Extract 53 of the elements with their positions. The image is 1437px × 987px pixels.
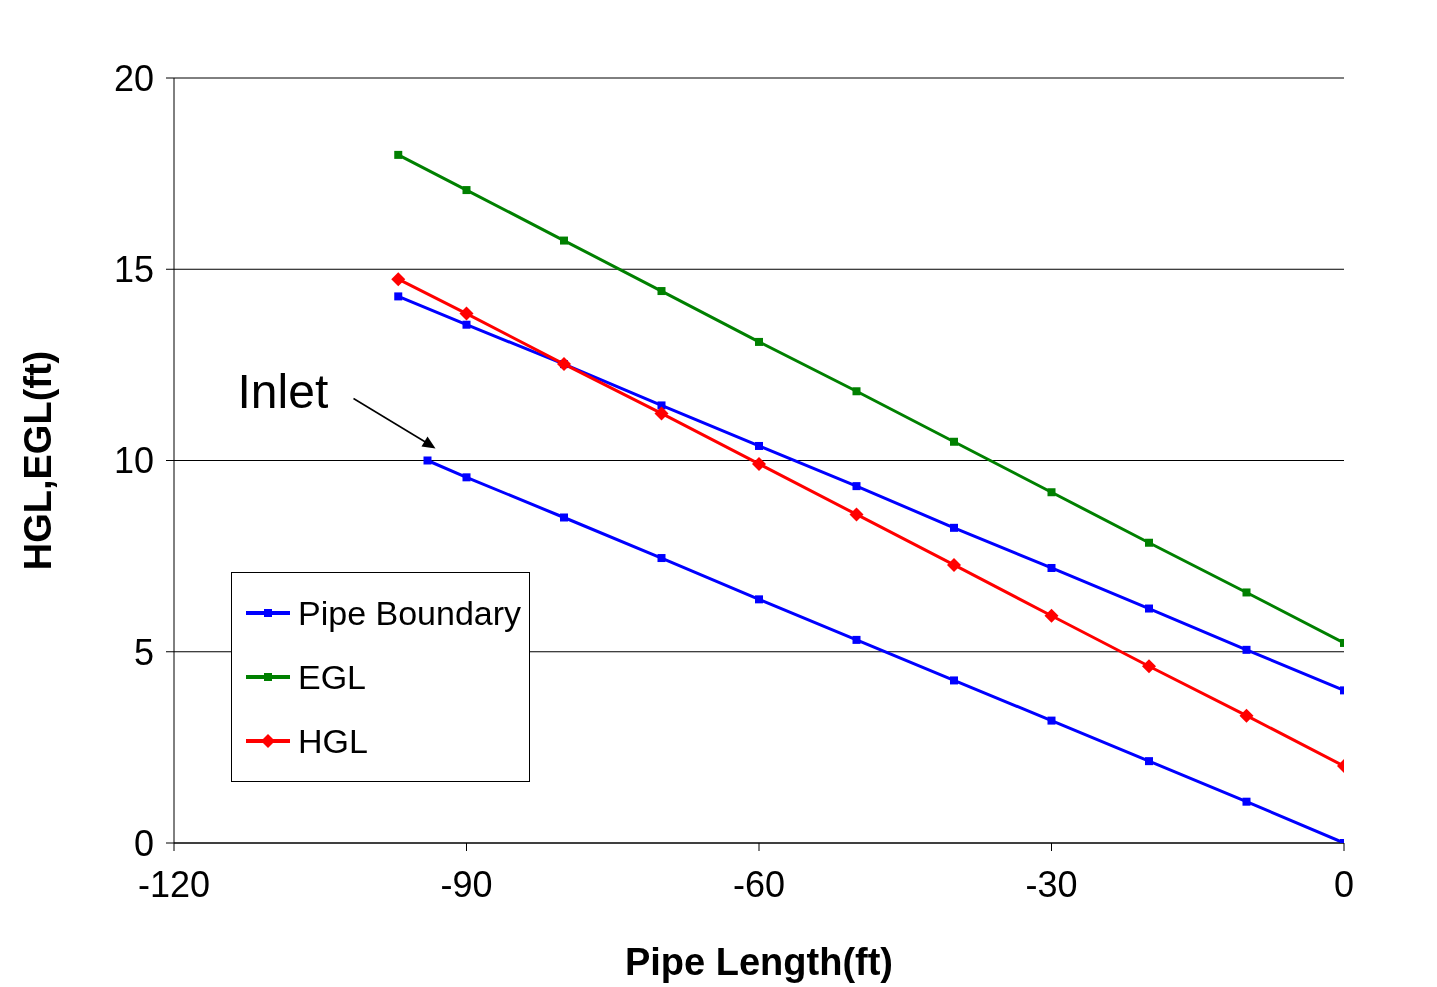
point bbox=[423, 456, 432, 465]
point bbox=[755, 337, 763, 346]
point bbox=[849, 507, 864, 522]
y-tick-label: 5 bbox=[133, 631, 154, 673]
point bbox=[1242, 588, 1251, 597]
point bbox=[394, 150, 403, 159]
point bbox=[1142, 659, 1156, 674]
y-tick-label: 20 bbox=[113, 57, 154, 99]
point bbox=[1145, 757, 1153, 766]
point bbox=[459, 306, 474, 321]
point bbox=[391, 272, 406, 287]
point bbox=[1145, 604, 1153, 613]
point bbox=[1145, 538, 1153, 547]
point bbox=[394, 292, 403, 301]
y-tick-label: 10 bbox=[113, 440, 154, 482]
point bbox=[752, 456, 766, 471]
point bbox=[462, 473, 471, 482]
point bbox=[852, 482, 861, 491]
x-axis-title: Pipe Length(ft) bbox=[624, 941, 894, 983]
x-tick-label: -120 bbox=[137, 863, 211, 905]
point bbox=[1242, 645, 1251, 654]
point bbox=[950, 437, 958, 446]
point bbox=[1242, 797, 1251, 806]
annotation: Inlet bbox=[237, 364, 329, 418]
point bbox=[947, 557, 961, 572]
point bbox=[755, 595, 763, 604]
x-tick-label: -60 bbox=[732, 863, 786, 905]
point bbox=[1047, 488, 1056, 497]
point bbox=[1047, 563, 1056, 572]
point bbox=[852, 387, 861, 396]
point bbox=[654, 406, 669, 421]
legend-label: HGL bbox=[298, 721, 368, 761]
legend-label: EGL bbox=[298, 657, 367, 697]
point bbox=[1044, 608, 1059, 623]
point bbox=[560, 513, 568, 522]
x-tick-label: 0 bbox=[1333, 863, 1355, 905]
point bbox=[462, 320, 471, 329]
x-tick-label: -30 bbox=[1025, 863, 1078, 905]
y-tick-label: 15 bbox=[113, 249, 154, 291]
point bbox=[462, 186, 471, 195]
point bbox=[1239, 708, 1254, 723]
point bbox=[852, 635, 861, 644]
point bbox=[657, 554, 666, 563]
x-tick-label: -90 bbox=[440, 863, 493, 905]
point bbox=[950, 676, 958, 685]
point bbox=[1047, 716, 1056, 725]
point bbox=[950, 523, 958, 532]
y-axis-title: HGL,EGL(ft) bbox=[17, 350, 60, 571]
point bbox=[755, 441, 763, 450]
point bbox=[560, 236, 568, 245]
point bbox=[657, 287, 666, 296]
y-tick-label: 0 bbox=[133, 822, 154, 864]
legend-label: Pipe Boundary bbox=[298, 593, 522, 633]
